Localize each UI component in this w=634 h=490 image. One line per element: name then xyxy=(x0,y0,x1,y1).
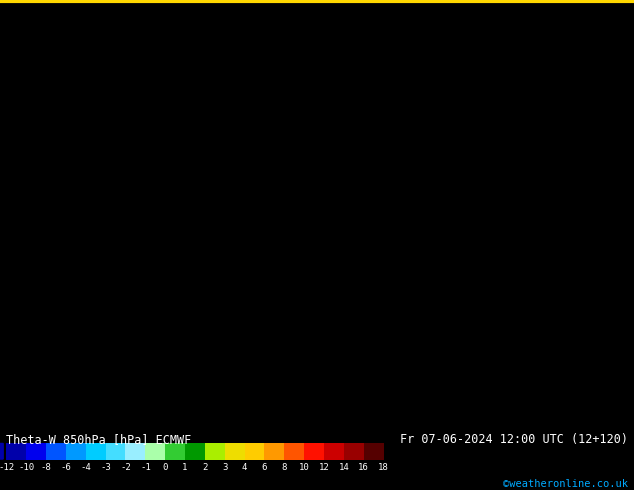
Text: 6: 6 xyxy=(262,463,267,472)
Bar xyxy=(86,442,106,460)
Bar xyxy=(245,442,264,460)
Bar xyxy=(106,442,126,460)
Text: -2: -2 xyxy=(120,463,131,472)
Text: 2: 2 xyxy=(202,463,207,472)
Text: 14: 14 xyxy=(339,463,349,472)
Text: Theta-W 850hPa [hPa] ECMWF: Theta-W 850hPa [hPa] ECMWF xyxy=(6,433,191,446)
Bar xyxy=(46,442,66,460)
Text: -4: -4 xyxy=(81,463,91,472)
Bar xyxy=(165,442,185,460)
Text: -12: -12 xyxy=(0,463,15,472)
Text: 1: 1 xyxy=(183,463,188,472)
Bar xyxy=(224,442,245,460)
Bar xyxy=(205,442,224,460)
Bar xyxy=(185,442,205,460)
Text: 8: 8 xyxy=(281,463,287,472)
Bar xyxy=(145,442,165,460)
Bar xyxy=(66,442,86,460)
Text: -8: -8 xyxy=(41,463,51,472)
Text: Fr 07-06-2024 12:00 UTC (12+120): Fr 07-06-2024 12:00 UTC (12+120) xyxy=(399,433,628,446)
Text: -1: -1 xyxy=(140,463,151,472)
Text: 3: 3 xyxy=(222,463,228,472)
Bar xyxy=(264,442,284,460)
Bar xyxy=(324,442,344,460)
Bar xyxy=(304,442,324,460)
Text: 10: 10 xyxy=(299,463,309,472)
Text: -3: -3 xyxy=(100,463,111,472)
Text: -10: -10 xyxy=(18,463,34,472)
Text: 0: 0 xyxy=(162,463,168,472)
Bar xyxy=(364,442,384,460)
Bar xyxy=(26,442,46,460)
Text: 4: 4 xyxy=(242,463,247,472)
FancyArrow shape xyxy=(0,443,3,459)
Bar xyxy=(344,442,364,460)
Text: 12: 12 xyxy=(319,463,330,472)
Bar xyxy=(284,442,304,460)
Bar xyxy=(126,442,145,460)
Text: 16: 16 xyxy=(358,463,369,472)
Bar xyxy=(6,442,26,460)
Text: ©weatheronline.co.uk: ©weatheronline.co.uk xyxy=(503,479,628,489)
Text: 18: 18 xyxy=(378,463,389,472)
Text: -6: -6 xyxy=(60,463,71,472)
